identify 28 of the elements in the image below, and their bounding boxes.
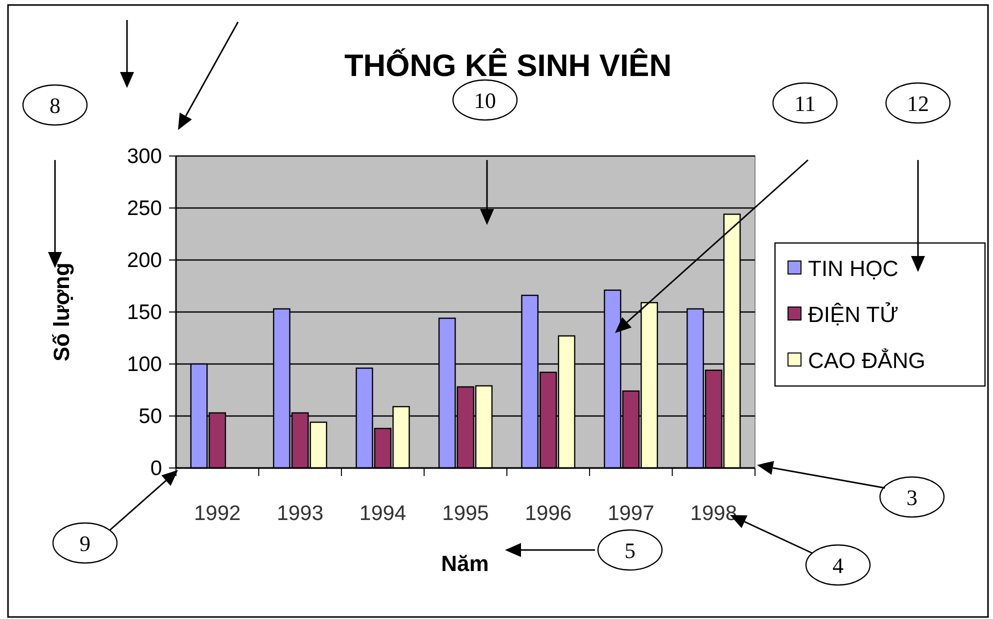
y-axis-title: Số lượng <box>49 262 74 362</box>
text: 5 <box>624 538 636 563</box>
x-tick-label: 1997 <box>608 502 654 525</box>
x-tick-label: 1996 <box>524 502 572 525</box>
y-tick-label: 150 <box>126 301 162 324</box>
x-tick-label: 1992 <box>194 502 241 525</box>
text: 8 <box>50 93 60 118</box>
x-tick-label: 1993 <box>276 502 324 525</box>
x-axis-title: Năm <box>441 551 489 576</box>
legend-label: CAO ĐẲNG <box>808 348 926 373</box>
x-tick-label: 1995 <box>442 502 489 525</box>
y-tick-label: 50 <box>138 405 162 428</box>
legend-label: TIN HỌC <box>808 256 899 281</box>
legend-label: ĐIỆN TỬ <box>808 302 899 327</box>
text: 3 <box>906 485 918 510</box>
text: 11 <box>794 91 816 116</box>
y-tick-label: 100 <box>126 353 162 376</box>
x-tick-label: 1998 <box>690 502 737 525</box>
text: 12 <box>907 91 929 116</box>
y-tick-label: 300 <box>126 145 162 168</box>
y-tick-label: 200 <box>126 249 162 272</box>
text: 9 <box>80 531 90 556</box>
text: 10 <box>474 88 496 113</box>
chart-title: THỐNG KÊ SINH VIÊN <box>344 48 672 83</box>
text: 4 <box>832 553 844 578</box>
y-tick-label: 0 <box>150 457 162 480</box>
x-tick-label: 1994 <box>359 502 406 525</box>
y-tick-label: 250 <box>126 197 162 220</box>
